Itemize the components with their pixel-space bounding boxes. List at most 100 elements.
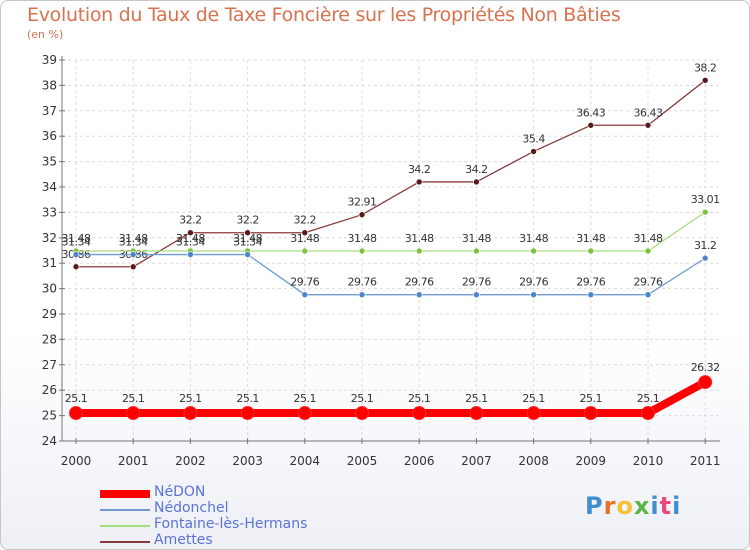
unit-label: (en %) (27, 28, 64, 41)
data-label: 31.48 (348, 232, 377, 245)
data-label: 31.48 (62, 232, 91, 245)
y-tick-label: 37 (42, 104, 57, 118)
series-line (76, 211, 706, 252)
logo-letter: o (616, 492, 634, 520)
logo-letter: i (650, 492, 660, 520)
logo-letter: i (672, 492, 682, 520)
data-label: 25.1 (351, 392, 374, 405)
data-label: 29.76 (348, 276, 377, 289)
data-point (587, 291, 595, 298)
y-tick-label: 27 (42, 358, 57, 372)
data-label: 31.2 (694, 239, 717, 252)
y-tick-label: 38 (42, 78, 57, 92)
data-point (701, 208, 709, 216)
data-point (187, 251, 194, 258)
x-tick-label: 2003 (232, 454, 263, 468)
proxiti-logo: Proxiti (585, 492, 681, 520)
data-label: 25.1 (179, 392, 202, 405)
data-label: 31.34 (233, 236, 262, 249)
data-point (72, 263, 80, 271)
data-point (473, 178, 480, 186)
x-tick-label: 2009 (576, 454, 607, 468)
data-label: 34.2 (408, 163, 431, 176)
data-label: 35.4 (522, 132, 545, 145)
data-label: 25.1 (408, 392, 431, 405)
data-point (641, 406, 655, 421)
x-tick-label: 2001 (118, 454, 149, 468)
data-point (644, 121, 652, 129)
data-label: 32.2 (294, 214, 317, 227)
legend-swatch (100, 509, 150, 511)
data-label: 31.48 (233, 232, 262, 245)
legend-label: Amettes (154, 532, 213, 548)
data-label: 25.1 (522, 392, 545, 405)
x-tick-label: 2002 (175, 454, 206, 468)
data-point (473, 291, 480, 298)
x-tick-label: 2006 (404, 454, 435, 468)
data-point (358, 211, 366, 218)
data-point (530, 148, 537, 155)
x-tick-label: 2007 (461, 454, 492, 468)
data-label: 32.91 (348, 196, 377, 209)
data-point (583, 406, 598, 421)
data-label: 29.76 (290, 276, 319, 289)
data-point (355, 406, 369, 421)
data-point (412, 406, 427, 421)
data-point (473, 247, 480, 255)
data-label: 36.43 (634, 106, 663, 119)
data-label: 31.34 (176, 236, 205, 249)
y-tick-label: 25 (42, 409, 57, 423)
data-label: 25.1 (122, 392, 145, 405)
data-label: 31.34 (62, 236, 91, 249)
data-point (187, 229, 194, 237)
y-tick-label: 28 (42, 332, 57, 346)
data-point (297, 406, 312, 421)
logo-letter: t (659, 492, 673, 520)
series-line (76, 253, 706, 296)
data-point (183, 406, 198, 421)
data-point (72, 251, 80, 258)
series-line (76, 378, 708, 418)
y-tick-label: 34 (42, 180, 57, 194)
data-point (358, 291, 366, 298)
data-point (69, 406, 83, 421)
data-point (701, 254, 709, 262)
data-point (530, 291, 537, 298)
data-label: 25.1 (637, 392, 660, 405)
data-point (415, 178, 423, 186)
data-label: 32.2 (179, 214, 202, 227)
data-label: 25.1 (465, 392, 488, 405)
x-tick-label: 2011 (690, 454, 721, 468)
data-label: 38.2 (694, 61, 717, 74)
chart-title: Evolution du Taux de Taxe Foncière sur l… (27, 4, 621, 26)
data-label: 31.48 (576, 232, 605, 245)
legend-swatch (100, 490, 150, 498)
data-point (587, 247, 595, 255)
y-tick-label: 36 (42, 129, 57, 143)
x-tick-label: 2000 (61, 454, 92, 468)
y-tick-label: 35 (42, 155, 57, 169)
data-label: 31.48 (405, 232, 434, 245)
legend-swatch (100, 541, 150, 543)
data-label: 31.34 (119, 236, 148, 249)
data-label: 31.48 (290, 232, 319, 245)
data-point (587, 121, 595, 129)
data-point (644, 291, 652, 298)
data-point (126, 406, 141, 421)
data-label: 29.76 (405, 276, 434, 289)
data-point (358, 247, 366, 255)
data-point (701, 77, 709, 84)
y-tick-label: 31 (42, 256, 57, 270)
data-label: 25.1 (65, 392, 88, 405)
data-label: 31.48 (634, 232, 663, 245)
data-point (415, 247, 423, 255)
y-tick-label: 29 (42, 307, 57, 321)
data-label: 25.1 (580, 392, 603, 405)
data-point (301, 229, 309, 237)
logo-letter: x (633, 492, 651, 520)
data-point (129, 263, 137, 271)
data-label: 29.76 (634, 276, 663, 289)
x-tick-label: 2004 (290, 454, 321, 468)
data-point (530, 247, 537, 255)
